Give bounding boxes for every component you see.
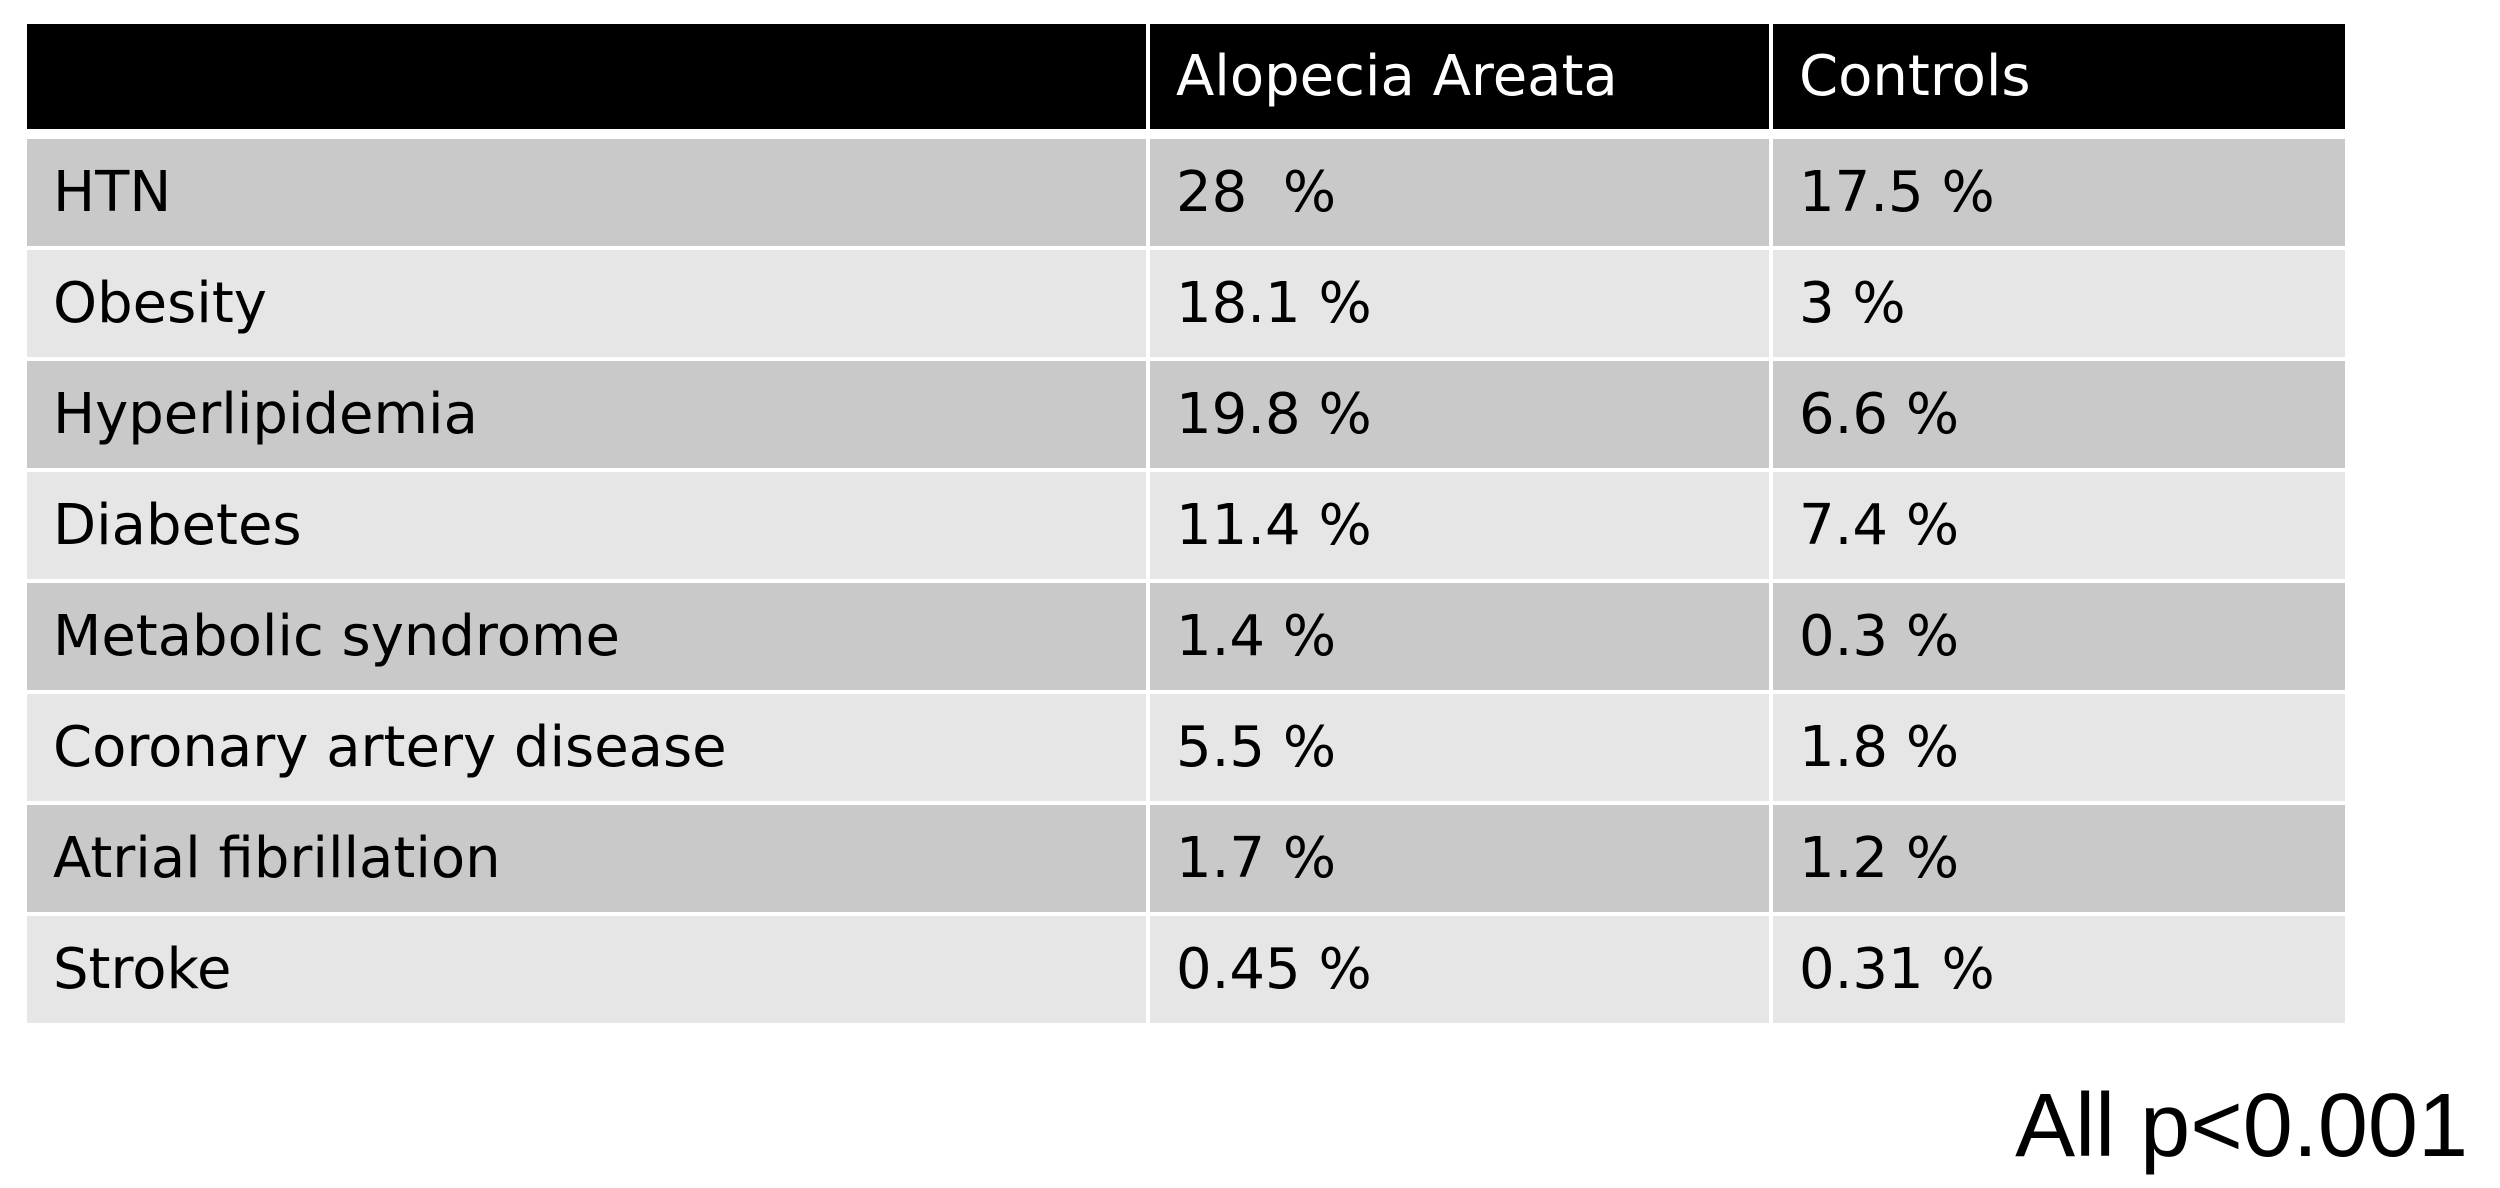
table-cell: 3 % bbox=[1773, 250, 2345, 357]
row-label: Metabolic syndrome bbox=[27, 583, 1146, 690]
row-label: Coronary artery disease bbox=[27, 694, 1146, 801]
header-cell bbox=[27, 24, 1146, 129]
row-label: HTN bbox=[27, 139, 1146, 246]
table-cell: 17.5 % bbox=[1773, 139, 2345, 246]
header-cell: Controls bbox=[1773, 24, 2345, 129]
table-cell: 1.8 % bbox=[1773, 694, 2345, 801]
table-cell: 0.3 % bbox=[1773, 583, 2345, 690]
table-cell: 1.7 % bbox=[1150, 805, 1769, 912]
table-cell: 0.31 % bbox=[1773, 916, 2345, 1023]
row-label: Atrial fibrillation bbox=[27, 805, 1146, 912]
table-cell: 1.2 % bbox=[1773, 805, 2345, 912]
header-cell: Alopecia Areata bbox=[1150, 24, 1769, 129]
table-cell: 1.4 % bbox=[1150, 583, 1769, 690]
row-label: Diabetes bbox=[27, 472, 1146, 579]
table-cell: 5.5 % bbox=[1150, 694, 1769, 801]
table-cell: 0.45 % bbox=[1150, 916, 1769, 1023]
table-cell: 11.4 % bbox=[1150, 472, 1769, 579]
table-cell: 18.1 % bbox=[1150, 250, 1769, 357]
row-label: Hyperlipidemia bbox=[27, 361, 1146, 468]
table: Alopecia Areata Controls HTN 28 % 17.5 % Obes… bbox=[27, 24, 2345, 1023]
table-cell: 28 % bbox=[1150, 139, 1769, 246]
table-cell: 6.6 % bbox=[1773, 361, 2345, 468]
row-label: Obesity bbox=[27, 250, 1146, 357]
row-label: Stroke bbox=[27, 916, 1146, 1023]
footnote: All p<0.001 bbox=[2015, 1076, 2468, 1176]
table-cell: 7.4 % bbox=[1773, 472, 2345, 579]
table-cell: 19.8 % bbox=[1150, 361, 1769, 468]
